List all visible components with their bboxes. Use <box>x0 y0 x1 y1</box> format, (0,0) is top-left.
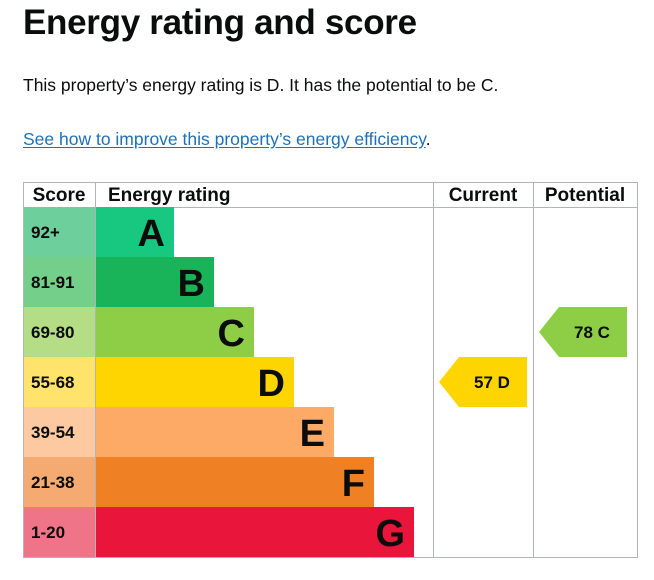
rating-summary: This property’s energy rating is D. It h… <box>23 75 499 95</box>
current-rating-arrow-label: 57 D <box>474 373 510 392</box>
current-rating-arrow <box>439 357 527 407</box>
score-cell-f <box>24 457 95 507</box>
score-cell-c <box>24 307 95 357</box>
rating-letter-e: E <box>300 413 325 455</box>
improve-suffix: . <box>425 129 431 149</box>
rating-letter-g: G <box>375 513 405 555</box>
rating-bar-a <box>96 207 174 257</box>
rating-letter-f: F <box>342 463 365 505</box>
score-cell-d <box>24 357 95 407</box>
rating-letter-b: B <box>178 263 205 305</box>
rating-bar-f <box>96 457 374 507</box>
chart-frame <box>23 182 638 558</box>
rating-bar-b <box>96 257 214 307</box>
rating-bar-c <box>96 307 254 357</box>
potential-rating-arrow-label: 78 C <box>574 323 610 342</box>
score-label-e: 39-54 <box>31 423 75 442</box>
rating-letter-a: A <box>138 213 165 255</box>
rating-letter-d: D <box>258 363 285 405</box>
score-cell-a <box>24 207 95 257</box>
rating-bar-g <box>96 507 414 557</box>
score-label-a: 92+ <box>31 223 60 242</box>
header-score: Score <box>33 185 86 206</box>
improve-paragraph: See how to improve this property’s energ… <box>23 128 431 150</box>
rating-letter-c: C <box>218 313 245 355</box>
score-label-g: 1-20 <box>31 523 65 542</box>
score-cell-b <box>24 257 95 307</box>
score-label-d: 55-68 <box>31 373 74 392</box>
rating-bar-e <box>96 407 334 457</box>
header-potential: Potential <box>545 185 625 206</box>
score-label-b: 81-91 <box>31 273 74 292</box>
score-cell-g <box>24 507 95 557</box>
header-current: Current <box>449 185 518 206</box>
score-cell-e <box>24 407 95 457</box>
improve-efficiency-link[interactable]: See how to improve this property’s energ… <box>23 129 426 149</box>
score-label-f: 21-38 <box>31 473 74 492</box>
score-label-c: 69-80 <box>31 323 74 342</box>
header-energy-rating: Energy rating <box>108 185 230 206</box>
rating-bar-d <box>96 357 294 407</box>
potential-rating-arrow <box>539 307 627 357</box>
page-title: Energy rating and score <box>23 3 417 42</box>
